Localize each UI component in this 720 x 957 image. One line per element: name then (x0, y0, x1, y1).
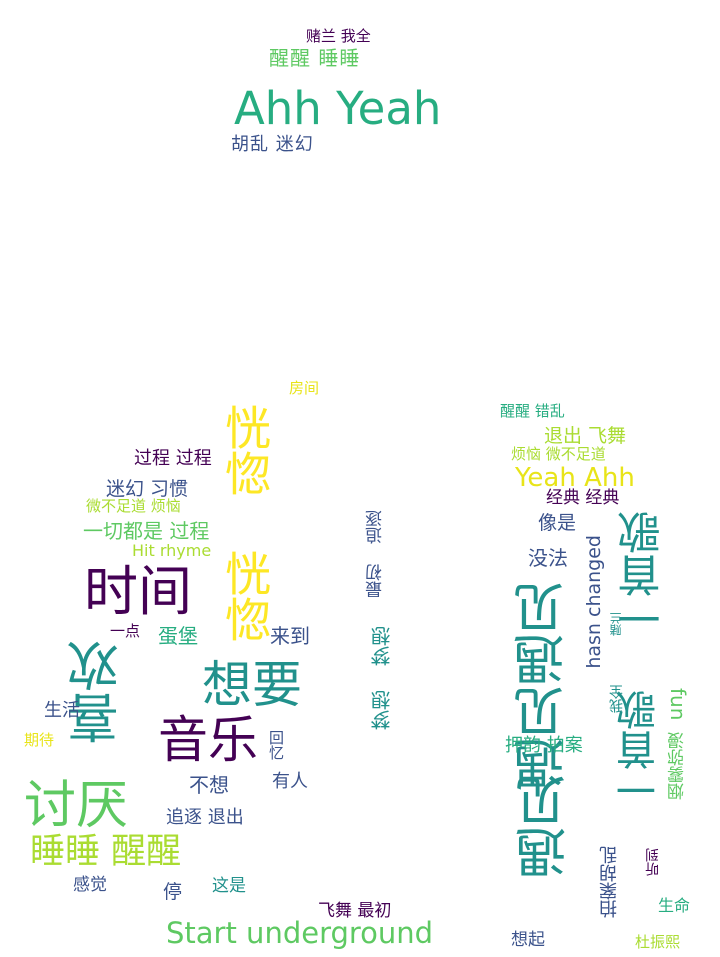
word: 讨厌 (24, 776, 129, 836)
word: 烦恼 微不足道 (511, 445, 606, 463)
word: 想要 (202, 656, 302, 714)
word: 最初 追逐 (366, 510, 386, 598)
word: 时间 (84, 560, 192, 623)
word: 生命 (658, 896, 691, 915)
word: 一首歌 (618, 511, 668, 640)
word: 杜振熙 (635, 933, 681, 951)
word: fun (666, 688, 690, 721)
word: 不想 (189, 773, 229, 797)
word: 经典 经典 (546, 488, 620, 508)
word: 这是 (212, 876, 246, 896)
word: 一点 (110, 622, 141, 640)
word: 感觉 (73, 875, 107, 895)
word: 期待 (24, 731, 55, 749)
word: 生活 (44, 700, 80, 721)
word: 停 (163, 881, 183, 903)
word: 音乐 (158, 711, 258, 769)
word: 蛋堡 (158, 624, 198, 648)
word: 一首歌 (617, 690, 663, 810)
word: hasn changed (583, 535, 605, 669)
word: Ahh Yeah (234, 82, 442, 135)
word: 追逐 退出 (166, 807, 244, 828)
word: 赌兰 我全 (306, 27, 371, 45)
word: 醒醒 睡睡 (269, 46, 361, 70)
word: 醒醒 错乱 (500, 402, 565, 420)
word: 房间 (289, 379, 320, 397)
word: 烟雾弥漫 (668, 732, 688, 800)
word: 胡乱 (599, 846, 620, 882)
word: 一切都是 过程 (83, 519, 210, 543)
word: 飞舞 最初 (318, 901, 392, 921)
word: 喜欢 (68, 640, 128, 744)
word: 回忆 (267, 730, 285, 760)
word: 来到 (270, 624, 310, 648)
word: Yeah Ahh (515, 463, 635, 493)
word: 胡乱 迷幻 (231, 134, 314, 155)
word: 退出 飞舞 (544, 425, 627, 447)
word: 过程 过程 (134, 448, 212, 469)
word: 恍惚 恍惚 (218, 404, 272, 642)
word: 赌兰 (609, 612, 623, 636)
word: 拍案 (599, 882, 620, 918)
word: 遇见 (516, 775, 576, 879)
word: 押韵 拍案 (505, 735, 583, 756)
word: 迷幻 习惯 (106, 478, 189, 500)
word: Start underground (166, 916, 434, 950)
word: 遇见遇见 (514, 582, 574, 790)
word: 微不足道 烦恼 (86, 497, 181, 515)
word: 听到 (645, 848, 661, 876)
word: 有人 (272, 771, 308, 792)
word: 想起 (511, 930, 545, 950)
word: 睡睡 醒醒 (30, 832, 182, 872)
word: Hit rhyme (132, 541, 212, 560)
word: 像是 (538, 512, 577, 534)
word: 没法 (528, 546, 568, 570)
word: 梦想 梦想 (370, 626, 394, 730)
